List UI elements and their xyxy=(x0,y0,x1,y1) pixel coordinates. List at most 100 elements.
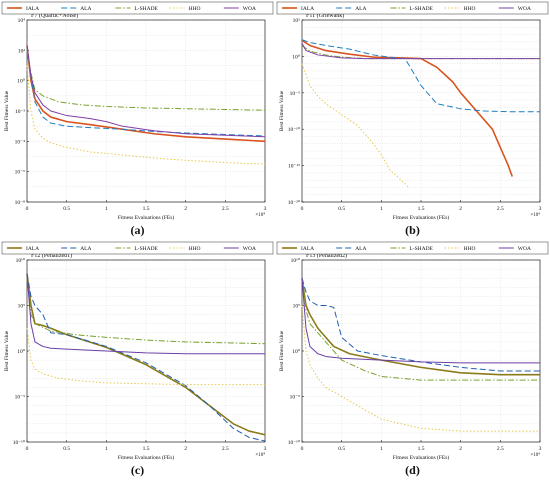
legend-label-l-shade: L-SHADE xyxy=(134,246,158,252)
x-multiplier-label: ×10⁴ xyxy=(530,452,540,458)
x-tick-label: 2 xyxy=(459,446,462,452)
x-tick-label: 1 xyxy=(380,206,383,212)
legend-label-hho: HHO xyxy=(189,6,201,12)
y-tick-label: 10⁻⁸ xyxy=(15,200,25,206)
legend-label-woa: WOA xyxy=(243,246,256,252)
legend-label-l-shade: L-SHADE xyxy=(409,246,433,252)
x-tick-label: 3 xyxy=(539,446,542,452)
legend: IALA ALA L-SHADE HHO WOA xyxy=(1,1,274,15)
y-axis-label: Best Fitness Value xyxy=(279,330,285,371)
y-tick-label: 10² xyxy=(18,48,26,54)
x-axis-label: Fitness Evaluations (FEs) xyxy=(118,214,175,221)
y-tick-label: 10⁻¹⁰ xyxy=(288,439,301,446)
y-tick-label: 10¹⁰ xyxy=(16,257,26,264)
series-line-woa xyxy=(26,44,266,138)
y-tick-label: 10⁻¹⁰ xyxy=(288,126,301,133)
x-tick-label: 0.5 xyxy=(338,206,345,212)
series-line-hho xyxy=(301,63,410,188)
legend: IALA ALA L-SHADE HHO WOA xyxy=(276,1,549,15)
y-tick-label: 10⁰ xyxy=(292,53,301,60)
y-tick-label: 10⁻⁵ xyxy=(290,395,300,401)
chart-panel-a: 0 0.5 1 1.5 2 2.5 3 ×10⁴ 10⁻⁸ 10⁻⁶ 10⁻⁴ 10⁻² 10⁰ 10² 1… xyxy=(0,0,275,240)
legend-label-iala: IALA xyxy=(26,6,39,12)
legend-box xyxy=(276,241,549,255)
y-tick-label: 10⁵ xyxy=(18,304,26,310)
x-tick-label: 2.5 xyxy=(497,446,504,452)
chart-svg-a: 0 0.5 1 1.5 2 2.5 3×10⁴ 10⁻⁸ 10⁻⁶ 10⁻⁴ 10⁻² 10⁰ 10² 1… xyxy=(1,1,274,237)
series-line-woa xyxy=(26,273,265,355)
legend: IALA ALA L-SHADE HHO WOA xyxy=(1,241,274,255)
panel-caption: (a) xyxy=(131,223,145,237)
x-tick-label: 1 xyxy=(105,206,108,212)
x-axis-label: Fitness Evaluations (FEs) xyxy=(393,454,450,461)
legend-label-iala: IALA xyxy=(26,246,39,252)
legend-box xyxy=(276,1,549,15)
legend-label-woa: WOA xyxy=(518,6,531,12)
series-line-iala xyxy=(301,278,540,376)
legend-box xyxy=(1,241,274,255)
chart-svg-b: 0 0.5 1 1.5 2 2.5 3×10⁴ 10⁻²⁰ 10⁻¹⁵ 10⁻¹⁰ 10⁻⁵ 10⁰ 1… xyxy=(276,1,549,237)
y-tick-label: 10⁰ xyxy=(292,348,301,355)
y-axis-label: Best Fitness Value xyxy=(279,90,285,131)
x-tick-label: 2.5 xyxy=(222,206,229,212)
y-tick-label: 10⁰ xyxy=(17,78,26,85)
legend-label-l-shade: L-SHADE xyxy=(134,6,158,12)
legend-label-hho: HHO xyxy=(464,246,476,252)
y-tick-label: 10¹⁰ xyxy=(291,257,301,264)
series-line-ala xyxy=(26,47,266,137)
x-tick-label: 1.5 xyxy=(418,206,425,212)
x-tick-label: 2.5 xyxy=(497,206,504,212)
x-tick-label: 3 xyxy=(264,446,267,452)
chart-panel-c: 0 0.5 1 1.5 2 2.5 3 ×10⁴ 10⁻¹⁰ 10⁻⁵ 10⁰ 10⁵ 10¹⁰ Fitn… xyxy=(0,240,275,480)
series-line-l-shade xyxy=(26,278,266,345)
chart-title: F12 (Penalized1) xyxy=(31,252,72,259)
legend-label-hho: HHO xyxy=(464,6,476,12)
y-tick-label: 10⁻⁶ xyxy=(15,170,25,176)
legend-label-ala: ALA xyxy=(355,246,366,252)
x-tick-label: 0 xyxy=(301,446,304,452)
x-tick-label: 1 xyxy=(380,446,383,452)
x-tick-label: 2 xyxy=(184,206,187,212)
series-line-l-shade xyxy=(26,50,266,111)
chart-title: F7 (Quartic+Noise) xyxy=(31,12,78,19)
legend-label-iala: IALA xyxy=(301,246,314,252)
series-line-l-shade xyxy=(301,278,540,381)
series-group xyxy=(301,39,540,188)
x-tick-label: 0.5 xyxy=(338,446,345,452)
y-axis-label: Best Fitness Value xyxy=(4,90,10,131)
legend-label-woa: WOA xyxy=(243,6,256,12)
legend-label-ala: ALA xyxy=(80,6,91,12)
x-tick-label: 1.5 xyxy=(143,446,150,452)
x-tick-label: 2 xyxy=(184,446,187,452)
y-tick-label: 10⁻² xyxy=(15,109,25,115)
legend: IALA ALA L-SHADE HHO WOA xyxy=(276,241,549,255)
y-tick-label: 10⁻¹⁰ xyxy=(13,439,26,446)
x-tick-label: 0 xyxy=(26,446,29,452)
series-line-ala xyxy=(26,273,266,442)
series-line-hho xyxy=(301,305,540,432)
legend-label-woa: WOA xyxy=(518,246,531,252)
chart-title: F11 (Griewank) xyxy=(306,12,344,19)
chart-panel-d: 0 0.5 1 1.5 2 2.5 3 ×10⁴ 10⁻¹⁰ 10⁻⁵ 10⁰ 10⁵ 10¹⁰ Fitn… xyxy=(275,240,550,480)
x-tick-label: 0 xyxy=(26,206,29,212)
series-line-hho xyxy=(26,328,265,386)
x-tick-label: 1.5 xyxy=(418,446,425,452)
x-multiplier-label: ×10⁴ xyxy=(255,452,265,458)
x-multiplier-label: ×10⁴ xyxy=(530,212,540,218)
series-line-woa xyxy=(301,43,540,60)
x-tick-label: 1.5 xyxy=(143,206,150,212)
y-tick-label: 10⁰ xyxy=(17,348,26,355)
legend-label-hho: HHO xyxy=(189,246,201,252)
y-tick-label: 10⁻⁵ xyxy=(15,395,25,401)
series-line-iala xyxy=(301,39,513,177)
x-tick-label: 2.5 xyxy=(222,446,229,452)
y-tick-label: 10⁵ xyxy=(293,18,301,24)
x-tick-label: 0.5 xyxy=(63,446,70,452)
panel-caption: (d) xyxy=(405,463,420,477)
x-axis-label: Fitness Evaluations (FEs) xyxy=(118,454,175,461)
x-multiplier-label: ×10⁴ xyxy=(255,212,265,218)
x-tick-label: 1 xyxy=(105,446,108,452)
y-tick-label: 10⁻⁴ xyxy=(15,139,25,145)
y-tick-label: 10⁴ xyxy=(18,18,26,24)
series-line-hho xyxy=(26,65,266,165)
